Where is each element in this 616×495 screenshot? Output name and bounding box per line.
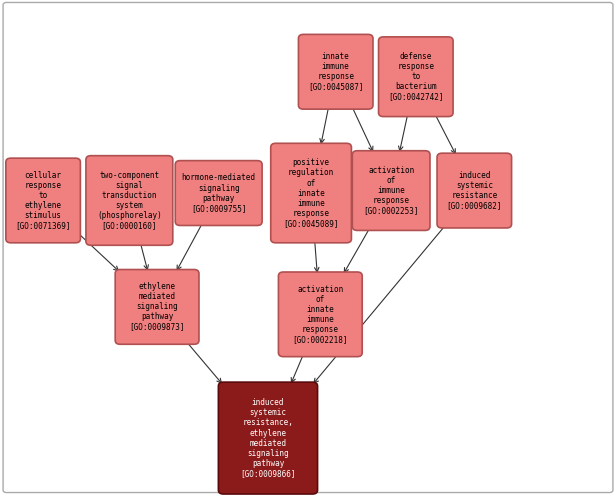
FancyBboxPatch shape [175, 160, 262, 226]
FancyBboxPatch shape [352, 150, 430, 231]
FancyBboxPatch shape [6, 158, 80, 243]
Text: two-component
signal
transduction
system
(phosphorelay)
[GO:0000160]: two-component signal transduction system… [97, 171, 162, 230]
Text: ethylene
mediated
signaling
pathway
[GO:0009873]: ethylene mediated signaling pathway [GO:… [129, 282, 185, 332]
FancyBboxPatch shape [271, 144, 351, 243]
FancyBboxPatch shape [379, 37, 453, 117]
Text: induced
systemic
resistance,
ethylene
mediated
signaling
pathway
[GO:0009866]: induced systemic resistance, ethylene me… [240, 398, 296, 478]
Text: hormone-mediated
signaling
pathway
[GO:0009755]: hormone-mediated signaling pathway [GO:0… [182, 173, 256, 213]
FancyBboxPatch shape [437, 153, 512, 228]
Text: positive
regulation
of
innate
immune
response
[GO:0045089]: positive regulation of innate immune res… [283, 158, 339, 228]
Text: activation
of
innate
immune
response
[GO:0002218]: activation of innate immune response [GO… [293, 285, 348, 344]
Text: activation
of
immune
response
[GO:0002253]: activation of immune response [GO:000225… [363, 166, 419, 215]
FancyBboxPatch shape [115, 269, 199, 345]
FancyBboxPatch shape [278, 272, 362, 356]
FancyBboxPatch shape [218, 382, 318, 494]
Text: defense
response
to
bacterium
[GO:0042742]: defense response to bacterium [GO:004274… [388, 52, 444, 101]
Text: cellular
response
to
ethylene
stimulus
[GO:0071369]: cellular response to ethylene stimulus [… [15, 171, 71, 230]
FancyBboxPatch shape [86, 155, 172, 246]
FancyBboxPatch shape [299, 34, 373, 109]
Text: innate
immune
response
[GO:0045087]: innate immune response [GO:0045087] [308, 52, 363, 92]
Text: induced
systemic
resistance
[GO:0009682]: induced systemic resistance [GO:0009682] [447, 171, 502, 210]
